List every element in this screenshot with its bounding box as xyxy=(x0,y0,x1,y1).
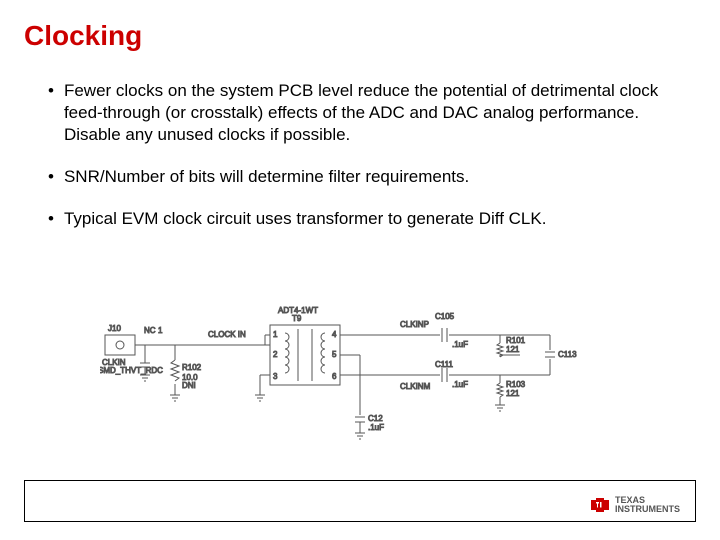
ti-chip-icon xyxy=(589,496,611,514)
ti-logo-text: TEXAS INSTRUMENTS xyxy=(615,496,680,514)
svg-text:1: 1 xyxy=(273,330,278,339)
svg-text:DNI: DNI xyxy=(182,381,196,390)
svg-text:T9: T9 xyxy=(292,314,302,323)
svg-text:CLKINM: CLKINM xyxy=(400,382,431,391)
svg-text:CLKINP: CLKINP xyxy=(400,320,429,329)
bullet-text: SNR/Number of bits will determine filter… xyxy=(64,166,680,188)
ti-logo: TEXAS INSTRUMENTS xyxy=(589,496,680,514)
circuit-diagram: J10 CLKIN SMD_THVT_RDC NC 1 R102 10.0 DN… xyxy=(100,295,620,455)
bullet-item: • SNR/Number of bits will determine filt… xyxy=(48,166,680,188)
svg-text:J10: J10 xyxy=(108,324,121,333)
svg-text:1: 1 xyxy=(158,326,163,335)
svg-text:NC: NC xyxy=(144,326,156,335)
svg-text:C105: C105 xyxy=(435,312,455,321)
svg-text:R102: R102 xyxy=(182,363,202,372)
svg-text:6: 6 xyxy=(332,372,337,381)
bullet-text: Typical EVM clock circuit uses transform… xyxy=(64,208,680,230)
bullet-list: • Fewer clocks on the system PCB level r… xyxy=(48,80,680,250)
bullet-item: • Fewer clocks on the system PCB level r… xyxy=(48,80,680,146)
bullet-marker: • xyxy=(48,208,54,230)
svg-text:R103: R103 xyxy=(506,380,526,389)
svg-text:.1uF: .1uF xyxy=(452,380,468,389)
svg-text:SMD_THVT_RDC: SMD_THVT_RDC xyxy=(100,366,163,375)
svg-text:R101: R101 xyxy=(506,336,526,345)
svg-text:ADT4-1WT: ADT4-1WT xyxy=(278,306,318,315)
svg-text:C12: C12 xyxy=(368,414,383,423)
svg-text:121: 121 xyxy=(506,389,520,398)
bullet-marker: • xyxy=(48,80,54,146)
svg-text:3: 3 xyxy=(273,372,278,381)
svg-text:2: 2 xyxy=(273,350,278,359)
svg-text:.1uF: .1uF xyxy=(368,423,384,432)
bullet-marker: • xyxy=(48,166,54,188)
svg-text:4: 4 xyxy=(332,330,337,339)
svg-text:.1uF: .1uF xyxy=(452,340,468,349)
page-title: Clocking xyxy=(24,20,142,52)
svg-text:C113: C113 xyxy=(558,350,577,359)
bullet-item: • Typical EVM clock circuit uses transfo… xyxy=(48,208,680,230)
svg-text:5: 5 xyxy=(332,350,337,359)
svg-text:CLOCK IN: CLOCK IN xyxy=(208,330,246,339)
svg-text:121: 121 xyxy=(506,345,520,354)
svg-text:C111: C111 xyxy=(435,360,453,369)
bullet-text: Fewer clocks on the system PCB level red… xyxy=(64,80,680,146)
